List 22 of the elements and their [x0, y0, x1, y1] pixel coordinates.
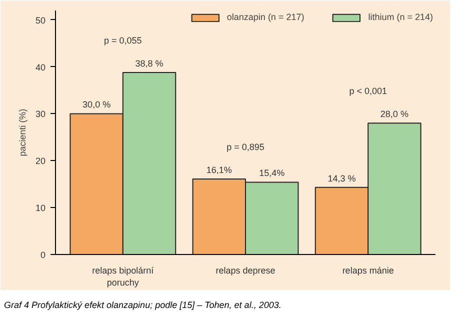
y-tick-label: 30	[35, 109, 46, 120]
annotation: p = 0,895	[226, 142, 264, 152]
x-tick-label: relaps deprese	[216, 266, 276, 276]
x-tick-label: relaps mánie	[342, 266, 394, 276]
data-label: 30,0 %	[82, 100, 111, 110]
y-tick-label: 50	[35, 15, 46, 26]
data-label: 16,1%	[206, 164, 232, 175]
data-label: 28,0 %	[380, 109, 408, 120]
y-tick-label: 0	[40, 250, 46, 260]
y-tick-label: 40	[35, 62, 46, 72]
y-tick-label: 20	[35, 156, 46, 166]
data-label: 15,4%	[259, 168, 285, 178]
y-axis-title: pacienti (%)	[17, 108, 28, 156]
x-tick-label: relaps bipolární poruchy	[92, 266, 154, 288]
legend-label: lithium (n = 214)	[368, 12, 433, 22]
legend-label: olanzapin (n = 217)	[226, 12, 304, 22]
text: Graf 4 Profylaktický efekt olanzapinu; podle [15] – Tohen, et al., 2003.	[4, 299, 282, 312]
annotation: p = 0,055	[104, 35, 142, 46]
y-tick-label: 10	[35, 203, 46, 214]
data-label: 14,3 %	[328, 173, 356, 184]
data-label: 38,8 %	[135, 58, 164, 68]
annotation: p < 0,001	[349, 86, 387, 96]
